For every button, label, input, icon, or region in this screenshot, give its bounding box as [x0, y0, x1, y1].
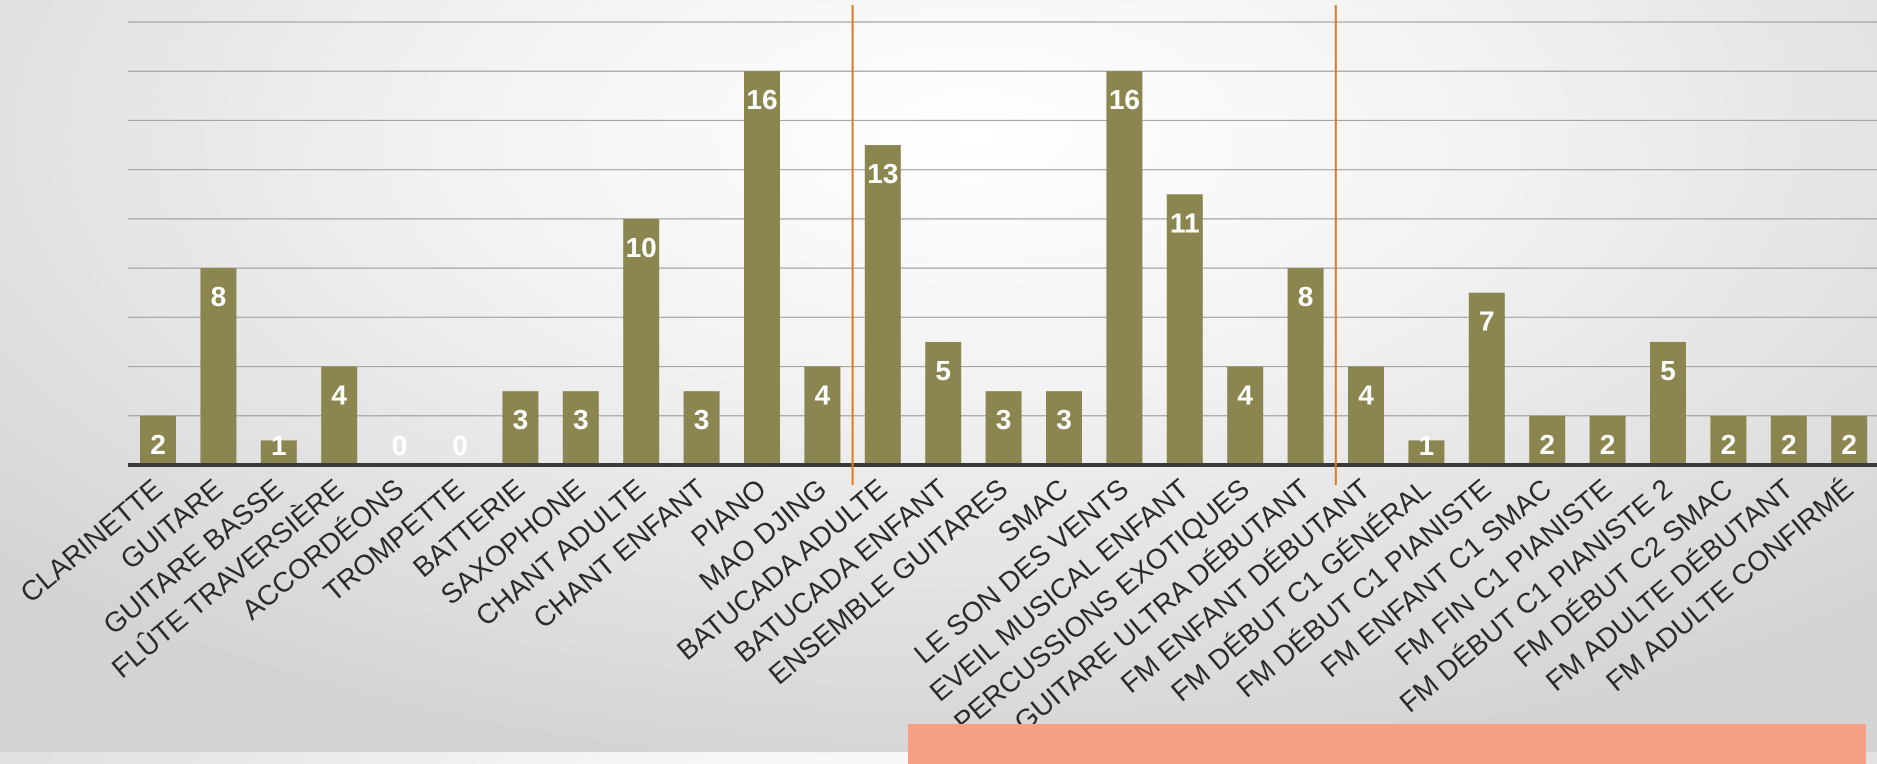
bar [683, 391, 720, 465]
bar [1227, 366, 1264, 465]
data-label: 0 [392, 430, 408, 461]
data-label: 11 [1170, 207, 1200, 238]
data-label: 2 [1841, 429, 1857, 460]
gridlines [128, 21, 1877, 417]
data-label: 5 [1660, 355, 1676, 386]
bars [140, 71, 1868, 466]
bar [562, 391, 599, 465]
bar [502, 391, 539, 465]
bar [1166, 194, 1203, 465]
bar [1348, 366, 1384, 465]
data-label: 16 [746, 84, 777, 115]
bar [1770, 415, 1807, 465]
group-dividers [851, 5, 1337, 485]
data-label: 3 [1056, 404, 1072, 435]
data-label: 13 [867, 158, 898, 189]
data-label: 4 [815, 380, 831, 411]
data-label: 4 [1237, 380, 1253, 411]
data-label: 3 [694, 404, 710, 435]
bar [260, 440, 297, 465]
bar [985, 391, 1022, 465]
data-label: 1 [1419, 430, 1435, 461]
data-label: 16 [1109, 84, 1140, 115]
bar [623, 218, 660, 465]
bar [321, 366, 358, 465]
data-label: 1 [271, 430, 287, 461]
bar [864, 145, 901, 466]
bar [804, 366, 841, 465]
data-label: 8 [211, 281, 227, 312]
bar [1287, 268, 1324, 465]
data-label: 3 [573, 404, 589, 435]
data-label: 8 [1298, 281, 1314, 312]
data-label: 10 [626, 232, 657, 263]
bar [1468, 292, 1505, 465]
data-label: 4 [331, 380, 347, 411]
data-label: 5 [935, 355, 951, 386]
bar [1650, 341, 1686, 465]
data-label: 7 [1479, 306, 1495, 337]
bar [1106, 71, 1143, 465]
data-label: 3 [996, 404, 1012, 435]
bar [1710, 415, 1747, 465]
data-label: 2 [1781, 429, 1797, 460]
bar [744, 71, 780, 465]
data-label: 3 [513, 404, 529, 435]
bar [925, 341, 962, 465]
bar [1408, 440, 1445, 465]
bar [200, 268, 237, 465]
data-label: 2 [1600, 429, 1616, 460]
data-label: 0 [452, 430, 468, 461]
bar [140, 415, 176, 465]
data-label: 2 [150, 429, 166, 460]
bar [1529, 415, 1566, 465]
bar [1046, 391, 1082, 465]
overlay-panel [908, 724, 1866, 764]
data-label: 4 [1358, 380, 1374, 411]
bar [1831, 415, 1868, 465]
data-label: 2 [1539, 429, 1555, 460]
data-label: 2 [1721, 429, 1737, 460]
bar [1589, 415, 1626, 465]
